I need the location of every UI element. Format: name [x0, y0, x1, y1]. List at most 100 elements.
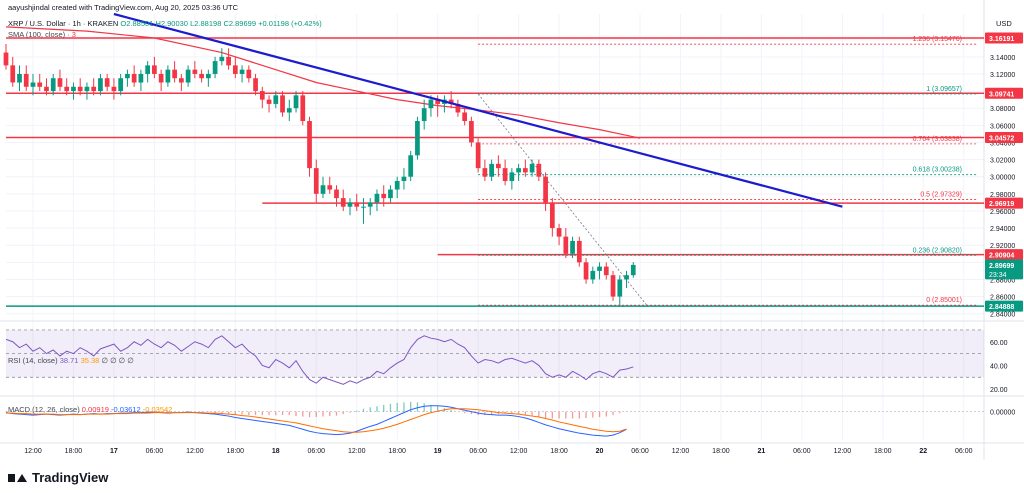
- candle-body: [320, 185, 326, 194]
- time-tick-label: 06:00: [469, 448, 487, 455]
- candle-body: [583, 262, 589, 280]
- candle-body: [313, 168, 319, 194]
- tradingview-logo-icon: [8, 472, 28, 484]
- candle-body: [111, 86, 117, 92]
- candle-body: [118, 78, 124, 92]
- time-tick-label: 20: [596, 448, 604, 455]
- time-tick-label: 06:00: [307, 448, 325, 455]
- price-tick-label: 3.00000: [990, 175, 1015, 182]
- downtrend-line: [113, 12, 843, 208]
- sma-100-line: [5, 26, 641, 139]
- price-tick-label: 3.12000: [990, 72, 1015, 79]
- candle-body: [192, 69, 198, 74]
- time-tick-label: 22: [919, 448, 927, 455]
- candle-body: [340, 198, 346, 207]
- candle-body: [381, 193, 387, 199]
- candle-body: [179, 78, 184, 83]
- candle-body: [172, 69, 177, 79]
- fib-retracement: 1.236 (3.15476) 1 (3.09657) 0.764 (3.03838…: [477, 36, 978, 306]
- price-badges: 3.16191 3.09741 3.04572 2.96919 2.90904 2.848…: [985, 32, 1023, 312]
- fib-level-label: 1 (3.09657): [926, 86, 962, 93]
- time-axis: 12:00 18:00 17 06:00 12:00 18:00 18 06:00 12:00 1…: [24, 448, 972, 455]
- trendline: [113, 12, 843, 208]
- brand-text: TradingView: [32, 470, 109, 485]
- candle-body: [516, 168, 521, 173]
- candle-body: [563, 236, 569, 254]
- price-tick-label: 2.88000: [990, 277, 1015, 284]
- rsi-tick-label: 20.00: [990, 387, 1008, 394]
- macd-legend[interactable]: MACD (12, 26, close) 0.00919 -0.03612 -0…: [8, 405, 172, 414]
- candle-body: [475, 142, 481, 169]
- candle-body: [293, 95, 299, 109]
- candle-body: [435, 99, 441, 104]
- time-tick-label: 12:00: [186, 448, 204, 455]
- price-tick-label: 3.02000: [990, 158, 1015, 165]
- candle-body: [125, 73, 130, 79]
- price-tick-label: 3.14000: [990, 55, 1015, 62]
- macd-tick-label: 0.00000: [990, 410, 1015, 417]
- candle-body: [91, 86, 97, 92]
- candle-body: [496, 163, 501, 169]
- level-badge-bg: [985, 197, 1023, 209]
- symbol-name[interactable]: XRP / U.S. Dollar · 1h · KRAKEN: [8, 19, 119, 28]
- candle-body: [428, 99, 434, 109]
- candle-body: [610, 275, 616, 297]
- fib-connector-line: [477, 93, 648, 306]
- time-tick-label: 18: [272, 448, 280, 455]
- time-tick-label: 06:00: [146, 448, 164, 455]
- candle-body: [630, 264, 636, 276]
- rsi-legend-sma: 35.38: [80, 356, 100, 365]
- macd-legend-label: MACD (12, 26, close): [8, 405, 80, 414]
- candle-body: [199, 73, 204, 79]
- attribution-text: aayushjindal created with TradingView.co…: [8, 3, 239, 12]
- candle-body: [185, 69, 191, 83]
- candle-body: [232, 65, 238, 74]
- symbol-line: XRP / U.S. Dollar · 1h · KRAKEN O2.88501…: [8, 19, 322, 28]
- candle-body: [165, 69, 171, 83]
- candle-body: [50, 78, 56, 92]
- candle-body: [77, 86, 83, 92]
- candle-body: [84, 86, 90, 92]
- candle-body: [23, 73, 29, 87]
- horizontal-levels: [6, 37, 984, 307]
- candle-body: [354, 202, 360, 207]
- level-badge-text: 3.16191: [989, 36, 1014, 43]
- candle-body: [219, 56, 225, 62]
- candle-body: [543, 176, 548, 203]
- price-tick-label: 2.96000: [990, 209, 1015, 216]
- time-tick-label: 18:00: [550, 448, 568, 455]
- candle-body: [421, 108, 427, 122]
- candle-body: [489, 163, 494, 177]
- candle-body: [71, 86, 76, 92]
- candle-body: [401, 176, 407, 181]
- candle-body: [327, 185, 333, 190]
- candle-body: [44, 86, 49, 92]
- level-badge-text: 3.04572: [989, 136, 1014, 143]
- rsi-legend[interactable]: RSI (14, close) 38.71 35.38 ∅ ∅ ∅ ∅: [8, 356, 134, 365]
- candle-body: [57, 78, 63, 87]
- candle-body: [226, 56, 231, 66]
- grid: [0, 0, 1024, 460]
- sma-legend[interactable]: SMA (100, close) · 3: [8, 30, 76, 39]
- candle-body: [64, 86, 70, 92]
- price-tick-label: 3.06000: [990, 123, 1015, 130]
- candle-body: [17, 73, 22, 83]
- rsi-legend-value: 38.71: [59, 356, 79, 365]
- time-tick-label: 12:00: [24, 448, 42, 455]
- candle-body: [347, 202, 353, 207]
- candle-body: [253, 78, 258, 92]
- candles: [3, 43, 636, 306]
- price-tick-label: 2.92000: [990, 243, 1015, 250]
- level-badge-bg: [985, 32, 1023, 44]
- tradingview-logo[interactable]: TradingView: [8, 470, 108, 485]
- candle-body: [131, 73, 137, 83]
- candle-body: [576, 240, 582, 263]
- rsi-legend-label: RSI (14, close): [8, 356, 58, 365]
- time-tick-label: 18:00: [65, 448, 83, 455]
- candle-body: [266, 99, 272, 104]
- candle-body: [239, 69, 245, 74]
- time-tick-label: 19: [434, 448, 442, 455]
- level-badge-bg: [985, 132, 1023, 144]
- candle-body: [104, 78, 110, 87]
